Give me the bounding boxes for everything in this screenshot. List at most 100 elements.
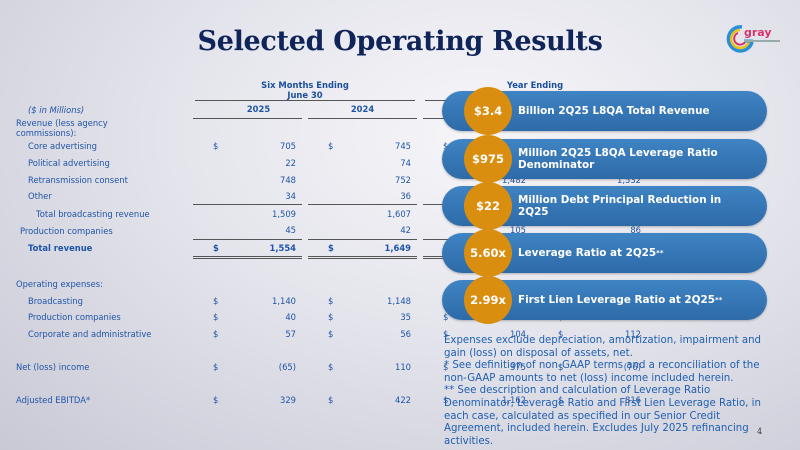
row-label: Retransmission consent bbox=[28, 174, 128, 185]
value: 105 bbox=[510, 225, 526, 236]
value: 745 bbox=[395, 141, 411, 152]
highlight-badge: $22 bbox=[464, 182, 512, 230]
value: 36 bbox=[400, 191, 411, 202]
highlight-text: First Lien Leverage Ratio at 2Q25 ** bbox=[518, 294, 723, 306]
row-label: Net (loss) income bbox=[16, 362, 90, 373]
value: 1,607 bbox=[387, 208, 411, 219]
row-label: Political advertising bbox=[28, 157, 110, 168]
value: 57 bbox=[285, 328, 296, 339]
highlight-badge: $3.4 bbox=[464, 87, 512, 135]
table-row: Corporate and administrative $57 $56 $10… bbox=[16, 326, 647, 343]
value: 1,509 bbox=[272, 208, 296, 219]
highlight-badge: 5.60x bbox=[464, 229, 512, 277]
dollar-sign: $ bbox=[213, 328, 219, 339]
year-header: 2025 bbox=[193, 101, 302, 119]
value: 110 bbox=[395, 362, 411, 373]
dollar-sign: $ bbox=[558, 362, 564, 373]
highlight-leverage-ratio: 5.60x Leverage Ratio at 2Q25 ** bbox=[442, 229, 767, 277]
value: 752 bbox=[395, 174, 411, 185]
dollar-sign: $ bbox=[328, 242, 334, 253]
highlight-text: Million 2Q25 L8QA Leverage Ratio Denomin… bbox=[518, 147, 718, 171]
value: 45 bbox=[285, 225, 296, 236]
highlight-badge: 2.99x bbox=[464, 276, 512, 324]
footnote-expenses: Expenses exclude depreciation, amortizat… bbox=[444, 335, 762, 359]
six-months-header: Six Months Ending June 30 bbox=[193, 80, 417, 101]
dollar-sign: $ bbox=[213, 295, 219, 306]
dollar-sign: $ bbox=[213, 395, 219, 406]
value: 1,649 bbox=[384, 242, 412, 253]
value: (76) bbox=[623, 362, 641, 373]
value: 1,162 bbox=[502, 395, 526, 406]
highlight-text: Leverage Ratio at 2Q25 ** bbox=[518, 247, 664, 259]
dollar-sign: $ bbox=[328, 362, 334, 373]
dollar-sign: $ bbox=[213, 362, 219, 373]
footnotes: Expenses exclude depreciation, amortizat… bbox=[444, 335, 774, 448]
highlight-badge: $975 bbox=[464, 135, 512, 183]
dollar-sign: $ bbox=[328, 295, 334, 306]
highlight-debt-reduction: $22 Million Debt Principal Reduction in … bbox=[442, 182, 767, 230]
value: 104 bbox=[510, 328, 526, 339]
value: 816 bbox=[625, 395, 641, 406]
page-title: Selected Operating Results bbox=[197, 26, 603, 57]
dollar-sign: $ bbox=[328, 141, 334, 152]
value: 1,140 bbox=[272, 295, 296, 306]
value: 112 bbox=[625, 328, 641, 339]
value: 705 bbox=[280, 141, 296, 152]
value: 56 bbox=[400, 328, 411, 339]
row-label: Total revenue bbox=[28, 243, 93, 254]
row-label: Other bbox=[28, 191, 52, 202]
value: 1,148 bbox=[387, 295, 411, 306]
footnote-leverage: ** See description and calculation of Le… bbox=[444, 385, 761, 447]
dollar-sign: $ bbox=[328, 328, 334, 339]
highlight-leverage-denominator: $975 Million 2Q25 L8QA Leverage Ratio De… bbox=[442, 135, 767, 183]
highlight-text: Billion 2Q25 L8QA Total Revenue bbox=[518, 105, 710, 117]
value: 40 bbox=[285, 312, 296, 323]
value: 1,482 bbox=[502, 174, 526, 185]
highlight-first-lien-ratio: 2.99x First Lien Leverage Ratio at 2Q25 *… bbox=[442, 276, 767, 324]
value: (65) bbox=[278, 362, 296, 373]
value: 1,554 bbox=[269, 242, 297, 253]
row-label: Corporate and administrative bbox=[28, 328, 152, 339]
page-number: 4 bbox=[757, 427, 763, 436]
value: 748 bbox=[280, 174, 296, 185]
highlight-text: Million Debt Principal Reduction in 2Q25 bbox=[518, 194, 722, 218]
dollar-sign: $ bbox=[443, 362, 449, 373]
row-label: Production companies bbox=[28, 312, 121, 323]
row-label: Production companies bbox=[20, 225, 113, 236]
table-row: Retransmission consent 748 752 1,482 1,5… bbox=[16, 171, 647, 188]
logo-wordmark: gray bbox=[744, 26, 772, 39]
value: 1,532 bbox=[617, 174, 641, 185]
value: 375 bbox=[510, 362, 526, 373]
value: 34 bbox=[285, 191, 296, 202]
dollar-sign: $ bbox=[443, 395, 449, 406]
units-label: ($ in Millions) bbox=[28, 104, 85, 115]
value: 422 bbox=[395, 395, 411, 406]
dollar-sign: $ bbox=[213, 312, 219, 323]
row-label: Adjusted EBITDA* bbox=[16, 395, 91, 406]
value: 329 bbox=[280, 395, 296, 406]
dollar-sign: $ bbox=[213, 141, 219, 152]
row-label: Total broadcasting revenue bbox=[36, 208, 150, 219]
year-header: 2024 bbox=[308, 101, 417, 119]
footnote-non-gaap: * See definition of non-GAAP terms and a… bbox=[444, 360, 760, 384]
opex-section-label: Operating expenses: bbox=[16, 279, 103, 290]
dollar-sign: $ bbox=[443, 312, 449, 323]
value: 42 bbox=[400, 225, 411, 236]
row-label: Core advertising bbox=[28, 141, 97, 152]
dollar-sign: $ bbox=[558, 395, 564, 406]
dollar-sign: $ bbox=[213, 242, 219, 253]
dollar-sign: $ bbox=[443, 328, 449, 339]
logo-tagline bbox=[744, 40, 780, 42]
value: 35 bbox=[400, 312, 411, 323]
dollar-sign: $ bbox=[328, 395, 334, 406]
table-row-net-income: Net (loss) income $ (65) $110 $375 $ (76) bbox=[16, 359, 647, 376]
value: 86 bbox=[630, 225, 641, 236]
value: 74 bbox=[400, 157, 411, 168]
row-label: Broadcasting bbox=[28, 295, 83, 306]
highlight-total-revenue: $3.4 Billion 2Q25 L8QA Total Revenue bbox=[442, 87, 767, 135]
value: 22 bbox=[285, 157, 296, 168]
table-row-adjusted-ebitda: Adjusted EBITDA* $329 $422 $1,162 $816 bbox=[16, 392, 647, 409]
revenue-section-label: Revenue (less agency commissions): bbox=[16, 118, 108, 139]
dollar-sign: $ bbox=[328, 312, 334, 323]
dollar-sign: $ bbox=[558, 328, 564, 339]
